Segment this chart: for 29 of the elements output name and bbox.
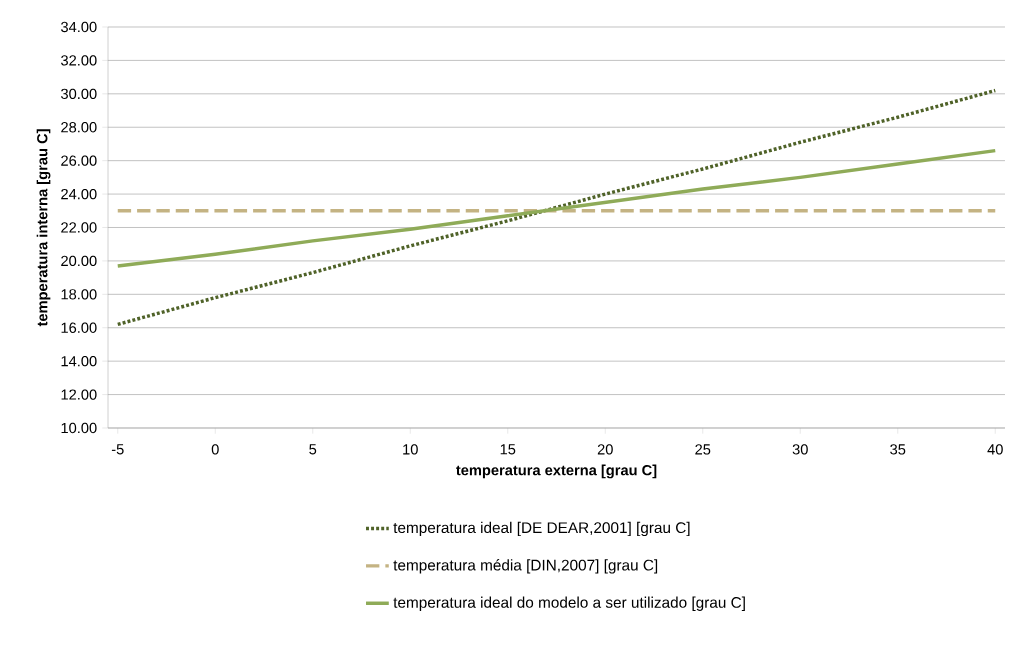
y-tick-label: 14.00 xyxy=(61,355,97,367)
y-tick-label: 16.00 xyxy=(61,322,97,333)
x-tick-label: 25 xyxy=(695,444,711,455)
x-tick-label: -5 xyxy=(111,444,124,455)
y-tick-label: 32.00 xyxy=(61,55,97,66)
y-tick-label: 10.00 xyxy=(61,422,97,434)
legend-label: temperatura média [DIN,2007] [grau C] xyxy=(393,559,658,574)
x-tick-label: 10 xyxy=(403,444,418,455)
x-tick-label: 40 xyxy=(987,444,1003,455)
y-tick-label: 26.00 xyxy=(61,155,97,166)
x-axis-title: temperatura externa [grau C] xyxy=(456,464,657,479)
x-tick-label: 5 xyxy=(309,444,317,455)
y-tick-label: 12.00 xyxy=(61,389,97,400)
y-tick-label: 34.00 xyxy=(61,21,97,33)
x-tick-label: 20 xyxy=(597,444,613,455)
line-series xyxy=(116,88,997,327)
y-tick-label: 22.00 xyxy=(61,222,97,233)
y-axis-title: temperatura interna [grau C] xyxy=(36,129,51,327)
x-tick-label: 15 xyxy=(500,444,516,455)
x-tick-label: 0 xyxy=(211,444,219,455)
x-tick-label: 35 xyxy=(890,444,906,455)
y-tick-label: 30.00 xyxy=(61,88,97,100)
y-tick-label: 28.00 xyxy=(61,122,97,133)
y-tick-label: 20.00 xyxy=(61,255,97,267)
legend-label: temperatura ideal [DE DEAR,2001] [grau C] xyxy=(393,521,690,537)
x-tick-label: 30 xyxy=(792,444,808,455)
y-tick-label: 18.00 xyxy=(61,289,97,300)
y-tick-label: 24.00 xyxy=(61,188,97,200)
legend-label: temperatura ideal do modelo a ser utilizado [grau C] xyxy=(393,596,745,611)
